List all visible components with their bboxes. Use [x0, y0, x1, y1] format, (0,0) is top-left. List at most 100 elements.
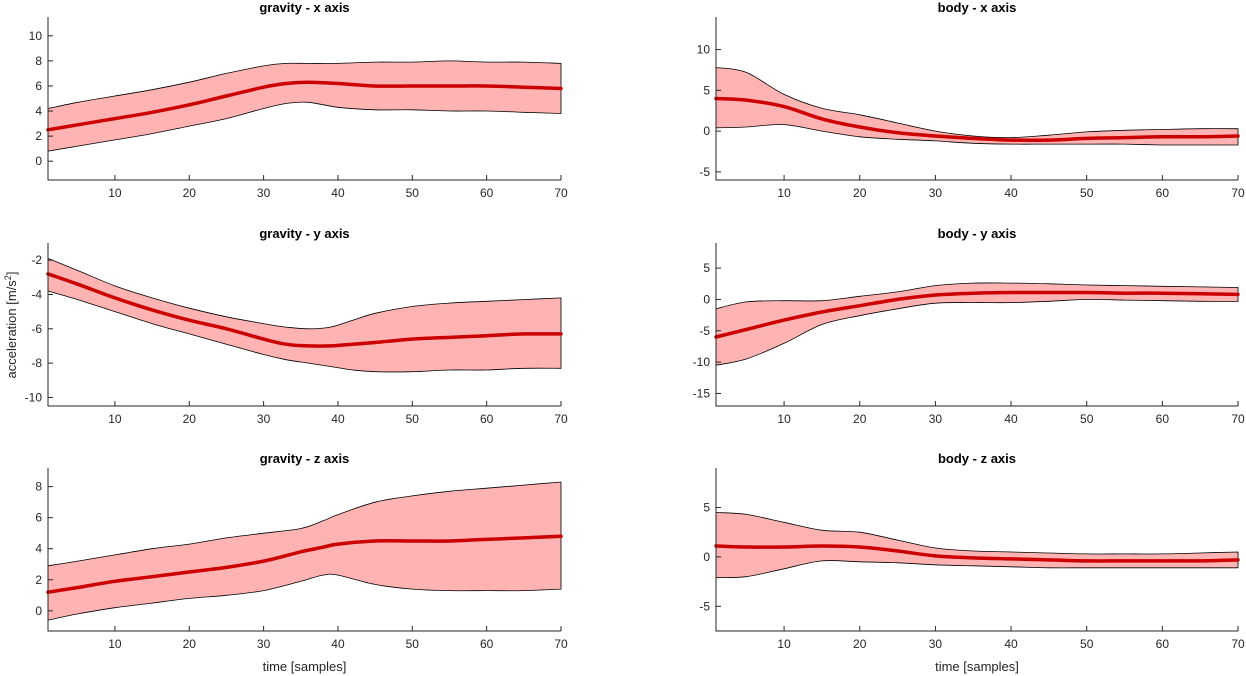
- y-tick-label: 4: [35, 542, 42, 556]
- x-tick-label: 20: [853, 412, 867, 426]
- y-tick-label: 8: [35, 480, 42, 494]
- x-tick-label: 40: [1004, 637, 1018, 651]
- x-tick-label: 30: [929, 412, 943, 426]
- x-tick-label: 60: [480, 186, 494, 200]
- y-tick-label: -2: [31, 253, 42, 267]
- subplot-title: body - y axis: [938, 226, 1017, 241]
- y-tick-label: -4: [31, 287, 42, 301]
- y-tick-label: 0: [703, 124, 710, 138]
- subplot-4: 10 20 30 40 50 60 70 -15 -10 -5 0 5 body - y axis: [693, 226, 1245, 426]
- y-tick-label: 8: [35, 54, 42, 68]
- x-tick-label: 50: [406, 186, 420, 200]
- axis-lines: [715, 17, 1238, 181]
- x-tick-label: 60: [480, 637, 494, 651]
- x-tick-label: 20: [183, 186, 197, 200]
- y-tick-label: 0: [703, 292, 710, 306]
- x-axis-label: time [samples]: [935, 659, 1019, 674]
- mean-line: [46, 80, 563, 132]
- x-tick-label: 30: [929, 186, 943, 200]
- y-tick-label: -5: [699, 324, 710, 338]
- confidence-band: [715, 67, 1239, 146]
- confidence-band: [715, 282, 1239, 366]
- y-tick-label: 10: [697, 43, 711, 57]
- x-tick-label: 70: [1231, 637, 1245, 651]
- y-tick-label: -15: [693, 386, 711, 400]
- y-tick-label: 0: [35, 154, 42, 168]
- y-tick-label: 5: [703, 83, 710, 97]
- x-tick-label: 70: [1231, 412, 1245, 426]
- subplot-2: 10 20 30 40 50 60 70 -5 0 5 10 body - x axis: [697, 0, 1245, 200]
- x-tick-label: 30: [929, 637, 943, 651]
- x-tick-label: 50: [1080, 412, 1094, 426]
- mean-line: [714, 290, 1240, 339]
- x-tick-label: 50: [406, 412, 420, 426]
- y-tick-label: 6: [35, 79, 42, 93]
- y-tick-label: 5: [703, 501, 710, 515]
- x-tick-label: 10: [777, 637, 791, 651]
- x-tick-label: 40: [1004, 412, 1018, 426]
- x-tick-label: 20: [183, 637, 197, 651]
- x-tick-label: 20: [853, 186, 867, 200]
- x-tick-label: 40: [331, 637, 345, 651]
- x-tick-label: 30: [257, 637, 271, 651]
- subplot-title: gravity - z axis: [260, 451, 350, 466]
- subplot-title: body - z axis: [938, 451, 1016, 466]
- x-tick-label: 20: [183, 412, 197, 426]
- x-tick-label: 30: [257, 412, 271, 426]
- y-tick-label: -6: [31, 322, 42, 336]
- x-tick-label: 30: [257, 186, 271, 200]
- x-tick-label: 40: [331, 186, 345, 200]
- y-tick-label: 6: [35, 511, 42, 525]
- y-tick-label: 0: [35, 604, 42, 618]
- subplot-1: 10 20 30 40 50 60 70 0 2 4 6 8 10 gravity - x axis: [29, 0, 568, 200]
- y-tick-label: 0: [703, 550, 710, 564]
- x-tick-label: 70: [554, 637, 568, 651]
- x-tick-label: 60: [1156, 637, 1170, 651]
- subplot-6: 10 20 30 40 50 60 70 -5 0 5 body - z axis time [sam…: [699, 451, 1245, 674]
- subplot-title: gravity - x axis: [259, 0, 349, 15]
- subplot-5: 10 20 30 40 50 60 70 0 2 4 6 8 gravity - z axis time …: [35, 451, 568, 674]
- x-tick-label: 40: [331, 412, 345, 426]
- axis-lines: [47, 468, 561, 632]
- y-tick-label: 2: [35, 129, 42, 143]
- x-tick-label: 60: [1156, 186, 1170, 200]
- x-tick-label: 70: [554, 186, 568, 200]
- y-tick-label: -8: [31, 356, 42, 370]
- confidence-band: [47, 257, 562, 373]
- confidence-band: [47, 60, 562, 152]
- x-tick-label: 70: [554, 412, 568, 426]
- y-tick-label: -10: [693, 355, 711, 369]
- subplot-title: body - x axis: [938, 0, 1017, 15]
- y-tick-label: 2: [35, 573, 42, 587]
- x-tick-label: 50: [406, 637, 420, 651]
- x-tick-label: 10: [777, 186, 791, 200]
- y-tick-label: -10: [25, 390, 43, 404]
- x-tick-label: 10: [108, 637, 122, 651]
- x-tick-label: 40: [1004, 186, 1018, 200]
- axis-lines: [47, 243, 561, 407]
- axis-lines: [715, 243, 1238, 407]
- x-tick-label: 70: [1231, 186, 1245, 200]
- x-tick-label: 60: [1156, 412, 1170, 426]
- x-tick-label: 10: [108, 412, 122, 426]
- x-tick-label: 50: [1080, 186, 1094, 200]
- y-tick-label: -5: [699, 599, 710, 613]
- subplot-3: 10 20 30 40 50 60 70 -10 -8 -6 -4 -2 gravity - y axi…: [25, 226, 568, 426]
- ylabel-main: acceleration [m/s2]: [3, 272, 19, 379]
- mean-line: [714, 96, 1240, 142]
- mean-line: [46, 534, 563, 594]
- axis-lines: [47, 17, 561, 181]
- x-tick-label: 20: [853, 637, 867, 651]
- y-tick-label: 4: [35, 104, 42, 118]
- y-tick-label: -5: [699, 165, 710, 179]
- x-tick-label: 10: [777, 412, 791, 426]
- x-tick-label: 10: [108, 186, 122, 200]
- axis-lines: [715, 468, 1238, 632]
- subplot-title: gravity - y axis: [259, 226, 349, 241]
- x-tick-label: 60: [480, 412, 494, 426]
- mean-line: [46, 272, 563, 348]
- mean-line: [714, 544, 1240, 563]
- x-axis-label: time [samples]: [263, 659, 347, 674]
